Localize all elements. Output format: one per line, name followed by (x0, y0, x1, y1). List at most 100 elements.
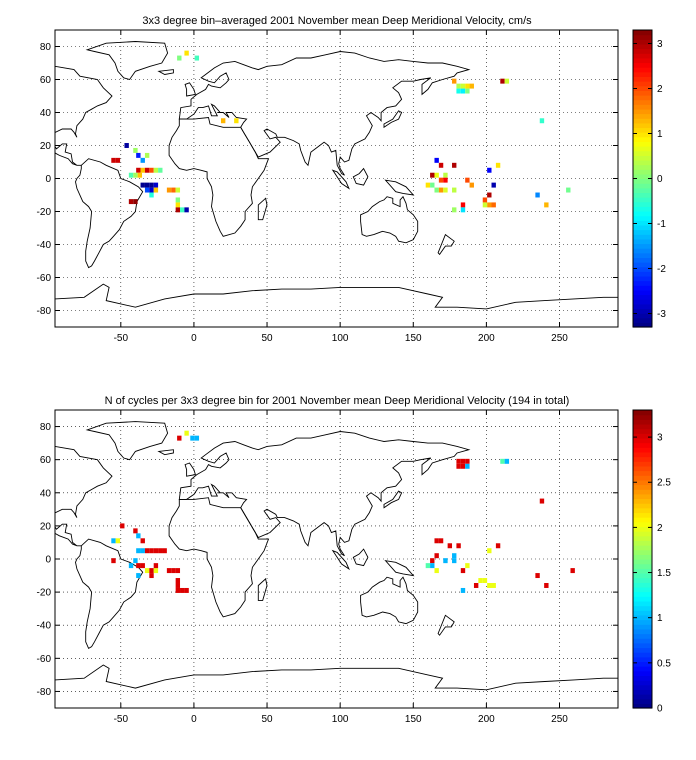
bin-cell (465, 458, 470, 464)
bin-cell (194, 55, 200, 61)
bin-cell (124, 143, 129, 148)
bin-cell (144, 548, 150, 554)
bin-cell (460, 202, 466, 208)
bin-cell (438, 162, 444, 168)
bin-cell (153, 548, 159, 554)
colorbar-swatch (633, 299, 652, 305)
bin-cell (140, 167, 145, 173)
colorbar-swatch (633, 647, 652, 653)
bin-cell (438, 177, 444, 183)
bin-cell (570, 568, 575, 574)
colorbar-swatch (633, 624, 652, 630)
bin-cell (133, 528, 138, 534)
bin-cell (478, 578, 483, 584)
bin-cell (425, 182, 431, 188)
colorbar-swatch (633, 433, 652, 439)
bin-cell (144, 152, 150, 158)
colorbar-swatch (633, 48, 652, 54)
coastline (384, 179, 415, 196)
y-tick-label: 80 (40, 422, 52, 433)
colorbar-swatch (633, 479, 652, 486)
colorbar-swatch (633, 638, 652, 644)
bin-cell (190, 435, 195, 441)
bin-cell (175, 578, 181, 584)
bin-cell (430, 558, 435, 564)
y-tick-label: 20 (40, 521, 52, 532)
bin-cell (144, 182, 150, 188)
bin-cell (443, 558, 448, 564)
colorbar-swatch (633, 34, 652, 40)
bin-cell (487, 548, 492, 554)
colorbar-swatch (633, 605, 652, 611)
bin-cell (149, 192, 154, 198)
bin-cell (482, 578, 488, 584)
x-tick-label: 0 (191, 333, 197, 344)
coastline (360, 576, 419, 625)
colorbar-swatch (633, 461, 652, 467)
bin-cell (465, 463, 470, 469)
bin-cell (443, 187, 448, 193)
bin-cell (171, 187, 176, 193)
bin-cells (111, 50, 571, 213)
bin-cell (180, 587, 185, 593)
colorbar-swatch (633, 164, 652, 170)
bin-cell (500, 458, 505, 464)
colorbar-swatch (633, 155, 652, 161)
coastline (331, 549, 350, 571)
colorbar-swatch (633, 596, 652, 602)
coastlines (55, 41, 618, 327)
coastline (360, 195, 419, 244)
colorbar-tick-label: 1.5 (657, 568, 671, 579)
y-tick-label: 80 (40, 42, 52, 53)
colorbar-swatch (633, 294, 652, 300)
bin-cell (469, 83, 474, 89)
colorbar-swatch (633, 698, 652, 704)
y-tick-label: -80 (37, 687, 52, 698)
colorbar-swatch (633, 428, 652, 434)
bin-cell (460, 207, 466, 213)
colorbar-tick-label: 0 (657, 174, 663, 185)
colorbar-swatch (633, 694, 652, 700)
coastline (85, 421, 169, 461)
coastline (157, 449, 174, 456)
bin-cell (456, 543, 461, 549)
bin-cell (500, 78, 505, 84)
coastline (157, 69, 174, 75)
colorbar-swatch (633, 456, 652, 462)
bin-cell (434, 538, 439, 544)
bin-cell (465, 177, 470, 183)
x-tick-label: 150 (405, 714, 422, 725)
bin-cell (434, 187, 439, 193)
bin-cell (438, 187, 444, 193)
colorbar-swatch (633, 169, 652, 175)
colorbar-swatch (633, 470, 652, 476)
x-tick-label: -50 (114, 714, 129, 725)
colorbar-swatch (633, 313, 652, 319)
colorbar-swatch (633, 591, 652, 597)
colorbar-tick-label: -1 (657, 219, 666, 230)
bin-cell (460, 463, 466, 469)
colorbar-swatch (633, 540, 652, 546)
bin-cell (460, 88, 466, 94)
bin-cell (149, 573, 154, 579)
colorbar-swatch (633, 410, 652, 416)
coastline (168, 497, 270, 618)
colorbar-tick-label: 3 (657, 433, 663, 444)
colorbar-swatch (633, 215, 652, 221)
bin-cell (136, 167, 141, 173)
bin-cell (136, 152, 141, 158)
y-tick-label: 20 (40, 141, 52, 152)
bin-cell (465, 563, 470, 569)
colorbar-swatch (633, 308, 652, 314)
colorbar-swatch (633, 703, 652, 709)
colorbar-tick-label: 0.5 (657, 658, 671, 669)
bin-cell (180, 207, 185, 213)
colorbar-swatch (633, 85, 652, 91)
bin-cell (460, 568, 466, 574)
bin-cell (111, 538, 116, 544)
colorbar-swatch (633, 610, 652, 616)
bin-cell (443, 177, 448, 183)
bin-cell (487, 192, 492, 198)
bin-cell (162, 548, 167, 554)
bin-cell (491, 583, 496, 588)
